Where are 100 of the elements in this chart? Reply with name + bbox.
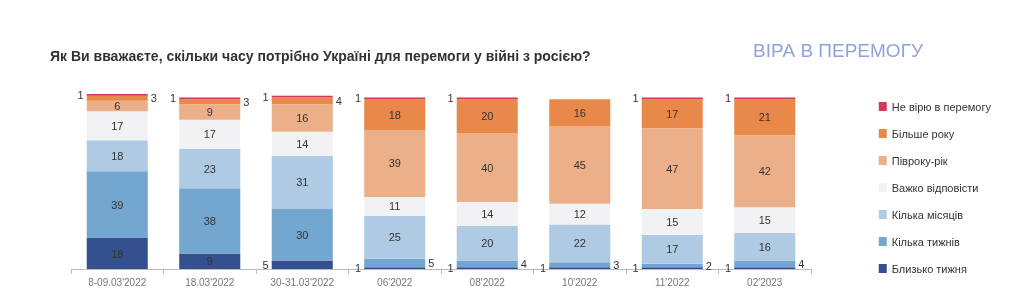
x-tick-label: 30-31.03'2022 bbox=[270, 276, 335, 288]
chart-subtitle: ВІРА В ПЕРЕМОГУ bbox=[753, 40, 924, 61]
x-tick-label: 18.03'2022 bbox=[185, 276, 235, 288]
bar bbox=[734, 135, 796, 208]
bar bbox=[734, 260, 796, 268]
bar bbox=[641, 208, 703, 235]
x-tick-label: 10'2022 bbox=[562, 276, 598, 288]
data-label: 1 bbox=[540, 262, 547, 275]
data-label: 30 bbox=[296, 228, 309, 241]
data-label: 14 bbox=[296, 137, 309, 150]
data-label: 40 bbox=[481, 161, 494, 174]
bar bbox=[549, 262, 611, 268]
data-label: 4 bbox=[798, 257, 805, 270]
data-label: 17 bbox=[111, 119, 124, 132]
data-label: 1 bbox=[632, 92, 639, 105]
data-label: 20 bbox=[481, 237, 494, 250]
data-label: 1 bbox=[170, 92, 177, 105]
data-label: 1 bbox=[725, 92, 732, 105]
data-label: 31 bbox=[296, 176, 309, 189]
data-label: 1 bbox=[447, 262, 454, 275]
data-label: 17 bbox=[666, 243, 679, 256]
legend-label: Півроку-рік bbox=[891, 154, 948, 167]
bar bbox=[456, 226, 518, 261]
bar bbox=[179, 148, 241, 189]
data-label: 47 bbox=[666, 162, 679, 175]
data-label: 39 bbox=[388, 157, 401, 170]
data-label: 9 bbox=[206, 106, 213, 119]
bar bbox=[86, 171, 148, 239]
bar bbox=[179, 188, 241, 254]
data-label: 23 bbox=[203, 162, 216, 175]
data-label: 3 bbox=[613, 258, 620, 271]
bar bbox=[271, 260, 333, 269]
bar bbox=[364, 99, 426, 131]
bar bbox=[86, 95, 148, 101]
data-label: 42 bbox=[758, 165, 771, 178]
data-label: 20 bbox=[481, 110, 494, 123]
legend-label: Кілька місяців bbox=[891, 208, 964, 221]
bar bbox=[734, 207, 796, 233]
bar bbox=[179, 99, 241, 105]
legend-label: Важко відповісти bbox=[891, 181, 979, 194]
data-label: 45 bbox=[573, 159, 586, 172]
data-label: 9 bbox=[206, 255, 213, 268]
data-label: 5 bbox=[262, 258, 269, 271]
bar bbox=[641, 128, 703, 209]
data-label: 4 bbox=[335, 94, 342, 107]
bar bbox=[549, 203, 611, 225]
x-tick-label: 11'2022 bbox=[654, 276, 690, 288]
legend-label: Більше року bbox=[891, 127, 955, 140]
data-label: 1 bbox=[262, 90, 269, 103]
data-label: 15 bbox=[666, 215, 679, 228]
data-label: 5 bbox=[428, 257, 435, 269]
bar bbox=[271, 208, 333, 261]
bar bbox=[271, 131, 333, 156]
data-label: 18 bbox=[111, 149, 124, 162]
x-tick-label: 08'2022 bbox=[469, 276, 506, 288]
data-label: 3 bbox=[243, 95, 250, 108]
bar bbox=[271, 155, 333, 209]
bar bbox=[641, 234, 703, 264]
data-label: 38 bbox=[203, 214, 216, 227]
bar bbox=[86, 140, 148, 172]
x-tick-label: 02'2023 bbox=[747, 276, 783, 288]
bar bbox=[271, 97, 333, 105]
data-label: 4 bbox=[520, 257, 527, 270]
bar bbox=[179, 104, 241, 120]
bar bbox=[86, 100, 148, 112]
data-label: 1 bbox=[725, 262, 732, 275]
bar bbox=[364, 258, 426, 268]
data-label: 21 bbox=[758, 111, 771, 124]
legend-label: Близько тижня bbox=[891, 262, 967, 275]
data-label: 16 bbox=[758, 240, 771, 253]
bar bbox=[734, 232, 796, 261]
bar bbox=[271, 104, 333, 132]
data-label: 1 bbox=[632, 262, 639, 275]
x-tick-label: 06'2022 bbox=[377, 276, 413, 288]
bar bbox=[179, 253, 241, 269]
bar bbox=[549, 99, 611, 127]
data-label: 16 bbox=[296, 112, 309, 125]
bar bbox=[456, 99, 518, 134]
data-label: 18 bbox=[111, 247, 124, 260]
data-label: 18 bbox=[388, 108, 401, 121]
data-label: 25 bbox=[388, 231, 401, 244]
data-label: 1 bbox=[77, 88, 84, 101]
data-label: 11 bbox=[389, 200, 401, 213]
data-label: 6 bbox=[114, 100, 121, 113]
data-label: 1 bbox=[355, 92, 362, 105]
bar bbox=[179, 119, 241, 149]
data-label: 1 bbox=[355, 262, 362, 275]
legend-label: Не вірю в перемогу bbox=[891, 100, 992, 113]
data-label: 17 bbox=[203, 128, 216, 141]
data-label: 39 bbox=[111, 198, 124, 211]
bar bbox=[364, 130, 426, 197]
bar bbox=[456, 202, 518, 227]
bar bbox=[86, 111, 148, 141]
data-label: 3 bbox=[150, 92, 157, 105]
bar bbox=[456, 133, 518, 203]
data-label: 16 bbox=[573, 106, 586, 119]
legend-label: Кілька тижнів bbox=[891, 235, 961, 248]
x-tick-label: 8-09.03'2022 bbox=[88, 276, 147, 288]
bar bbox=[549, 126, 611, 204]
bar bbox=[549, 224, 611, 263]
